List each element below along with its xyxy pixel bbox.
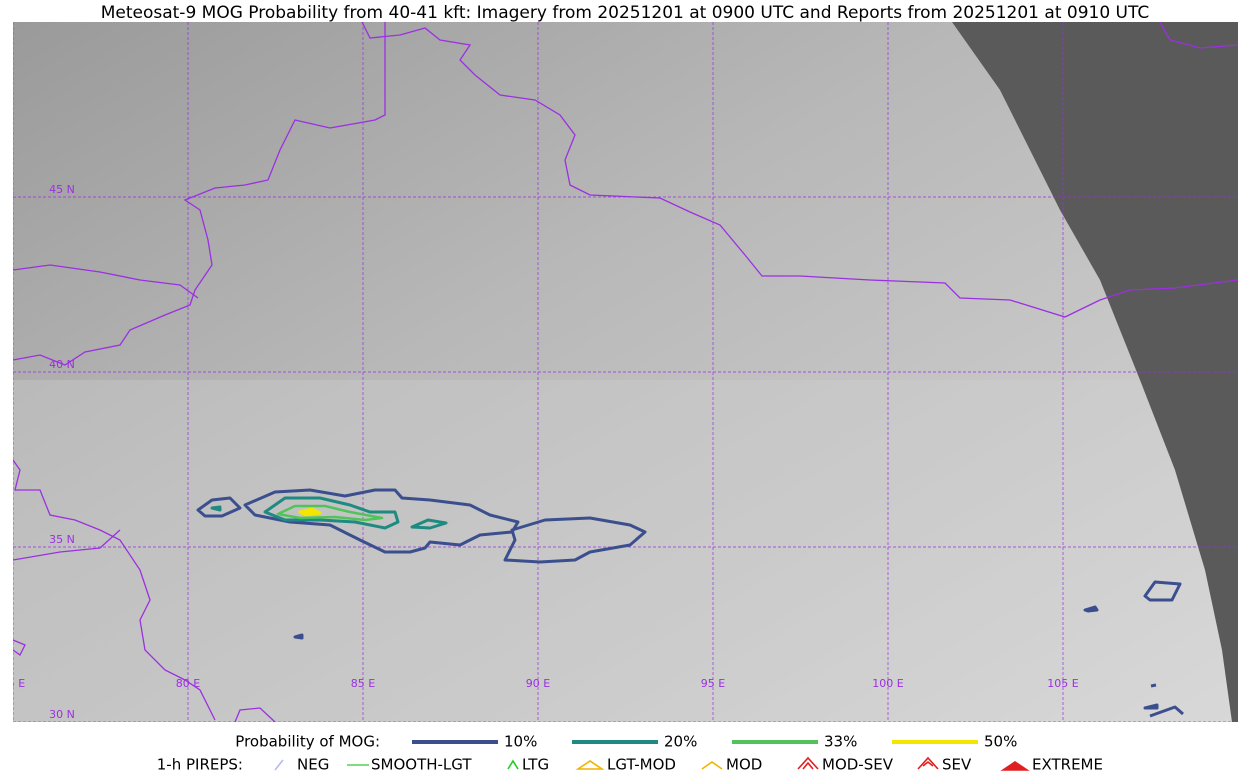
mog-contours: [196, 488, 1184, 718]
pirep-legend-item: EXTREME: [1032, 756, 1103, 774]
pirep-symbol: [797, 756, 819, 770]
pirep-symbol: [1000, 761, 1030, 771]
probability-legend-item: 10%: [504, 733, 537, 751]
longitude-label: 75 E: [1, 677, 25, 690]
pirep-legend-item: LGT-MOD: [607, 756, 676, 774]
pirep-legend-item: SMOOTH-LGT: [371, 756, 472, 774]
contour-20: [210, 496, 448, 530]
pirep-symbol: [701, 761, 723, 770]
pirep-symbol: [575, 760, 605, 770]
longitude-label: 85 E: [351, 677, 375, 690]
probability-legend-item: 33%: [824, 733, 857, 751]
probability-legend-item: 50%: [984, 733, 1017, 751]
longitude-label: 80 E: [176, 677, 200, 690]
longitude-label: 105 E: [1047, 677, 1078, 690]
pireps-legend-label: 1-h PIREPS:: [157, 756, 243, 774]
map-area: 75 E 80 E 85 E 90 E 95 E 100 E 105 E 45 N 40 N 35…: [1, 22, 1238, 722]
pirep-legend-item: SEV: [942, 756, 972, 774]
space-region: [952, 22, 1238, 722]
latitude-label: 30 N: [49, 708, 75, 721]
graticule: 75 E 80 E 85 E 90 E 95 E 100 E 105 E 45 N 40 N 35…: [1, 22, 1238, 722]
probability-legend-item: 20%: [664, 733, 697, 751]
latitude-label: 45 N: [49, 183, 75, 196]
contour-33: [276, 504, 384, 522]
pirep-legend-item: MOD: [726, 756, 762, 774]
pirep-legend-item: LTG: [522, 756, 549, 774]
longitude-label: 95 E: [701, 677, 725, 690]
pirep-legend-item: MOD-SEV: [822, 756, 894, 774]
pirep-symbol: [917, 756, 939, 770]
longitude-label: 90 E: [526, 677, 550, 690]
title: Meteosat-9 MOG Probability from 40-41 kf…: [101, 3, 1150, 23]
contour-10: [196, 488, 1184, 718]
legend: Probability of MOG: 10% 20% 33% 50% 1-h PIREP…: [157, 733, 1103, 774]
pirep-symbol: [507, 759, 519, 770]
pirep-symbol: [274, 759, 284, 771]
contour-50: [298, 507, 322, 517]
latitude-label: 35 N: [49, 533, 75, 546]
pirep-legend-item: NEG: [297, 756, 329, 774]
probability-legend-label: Probability of MOG:: [235, 733, 380, 751]
longitude-label: 100 E: [872, 677, 903, 690]
latitude-label: 40 N: [49, 358, 75, 371]
cloud-band: [13, 380, 1238, 722]
borders: [13, 22, 1238, 722]
